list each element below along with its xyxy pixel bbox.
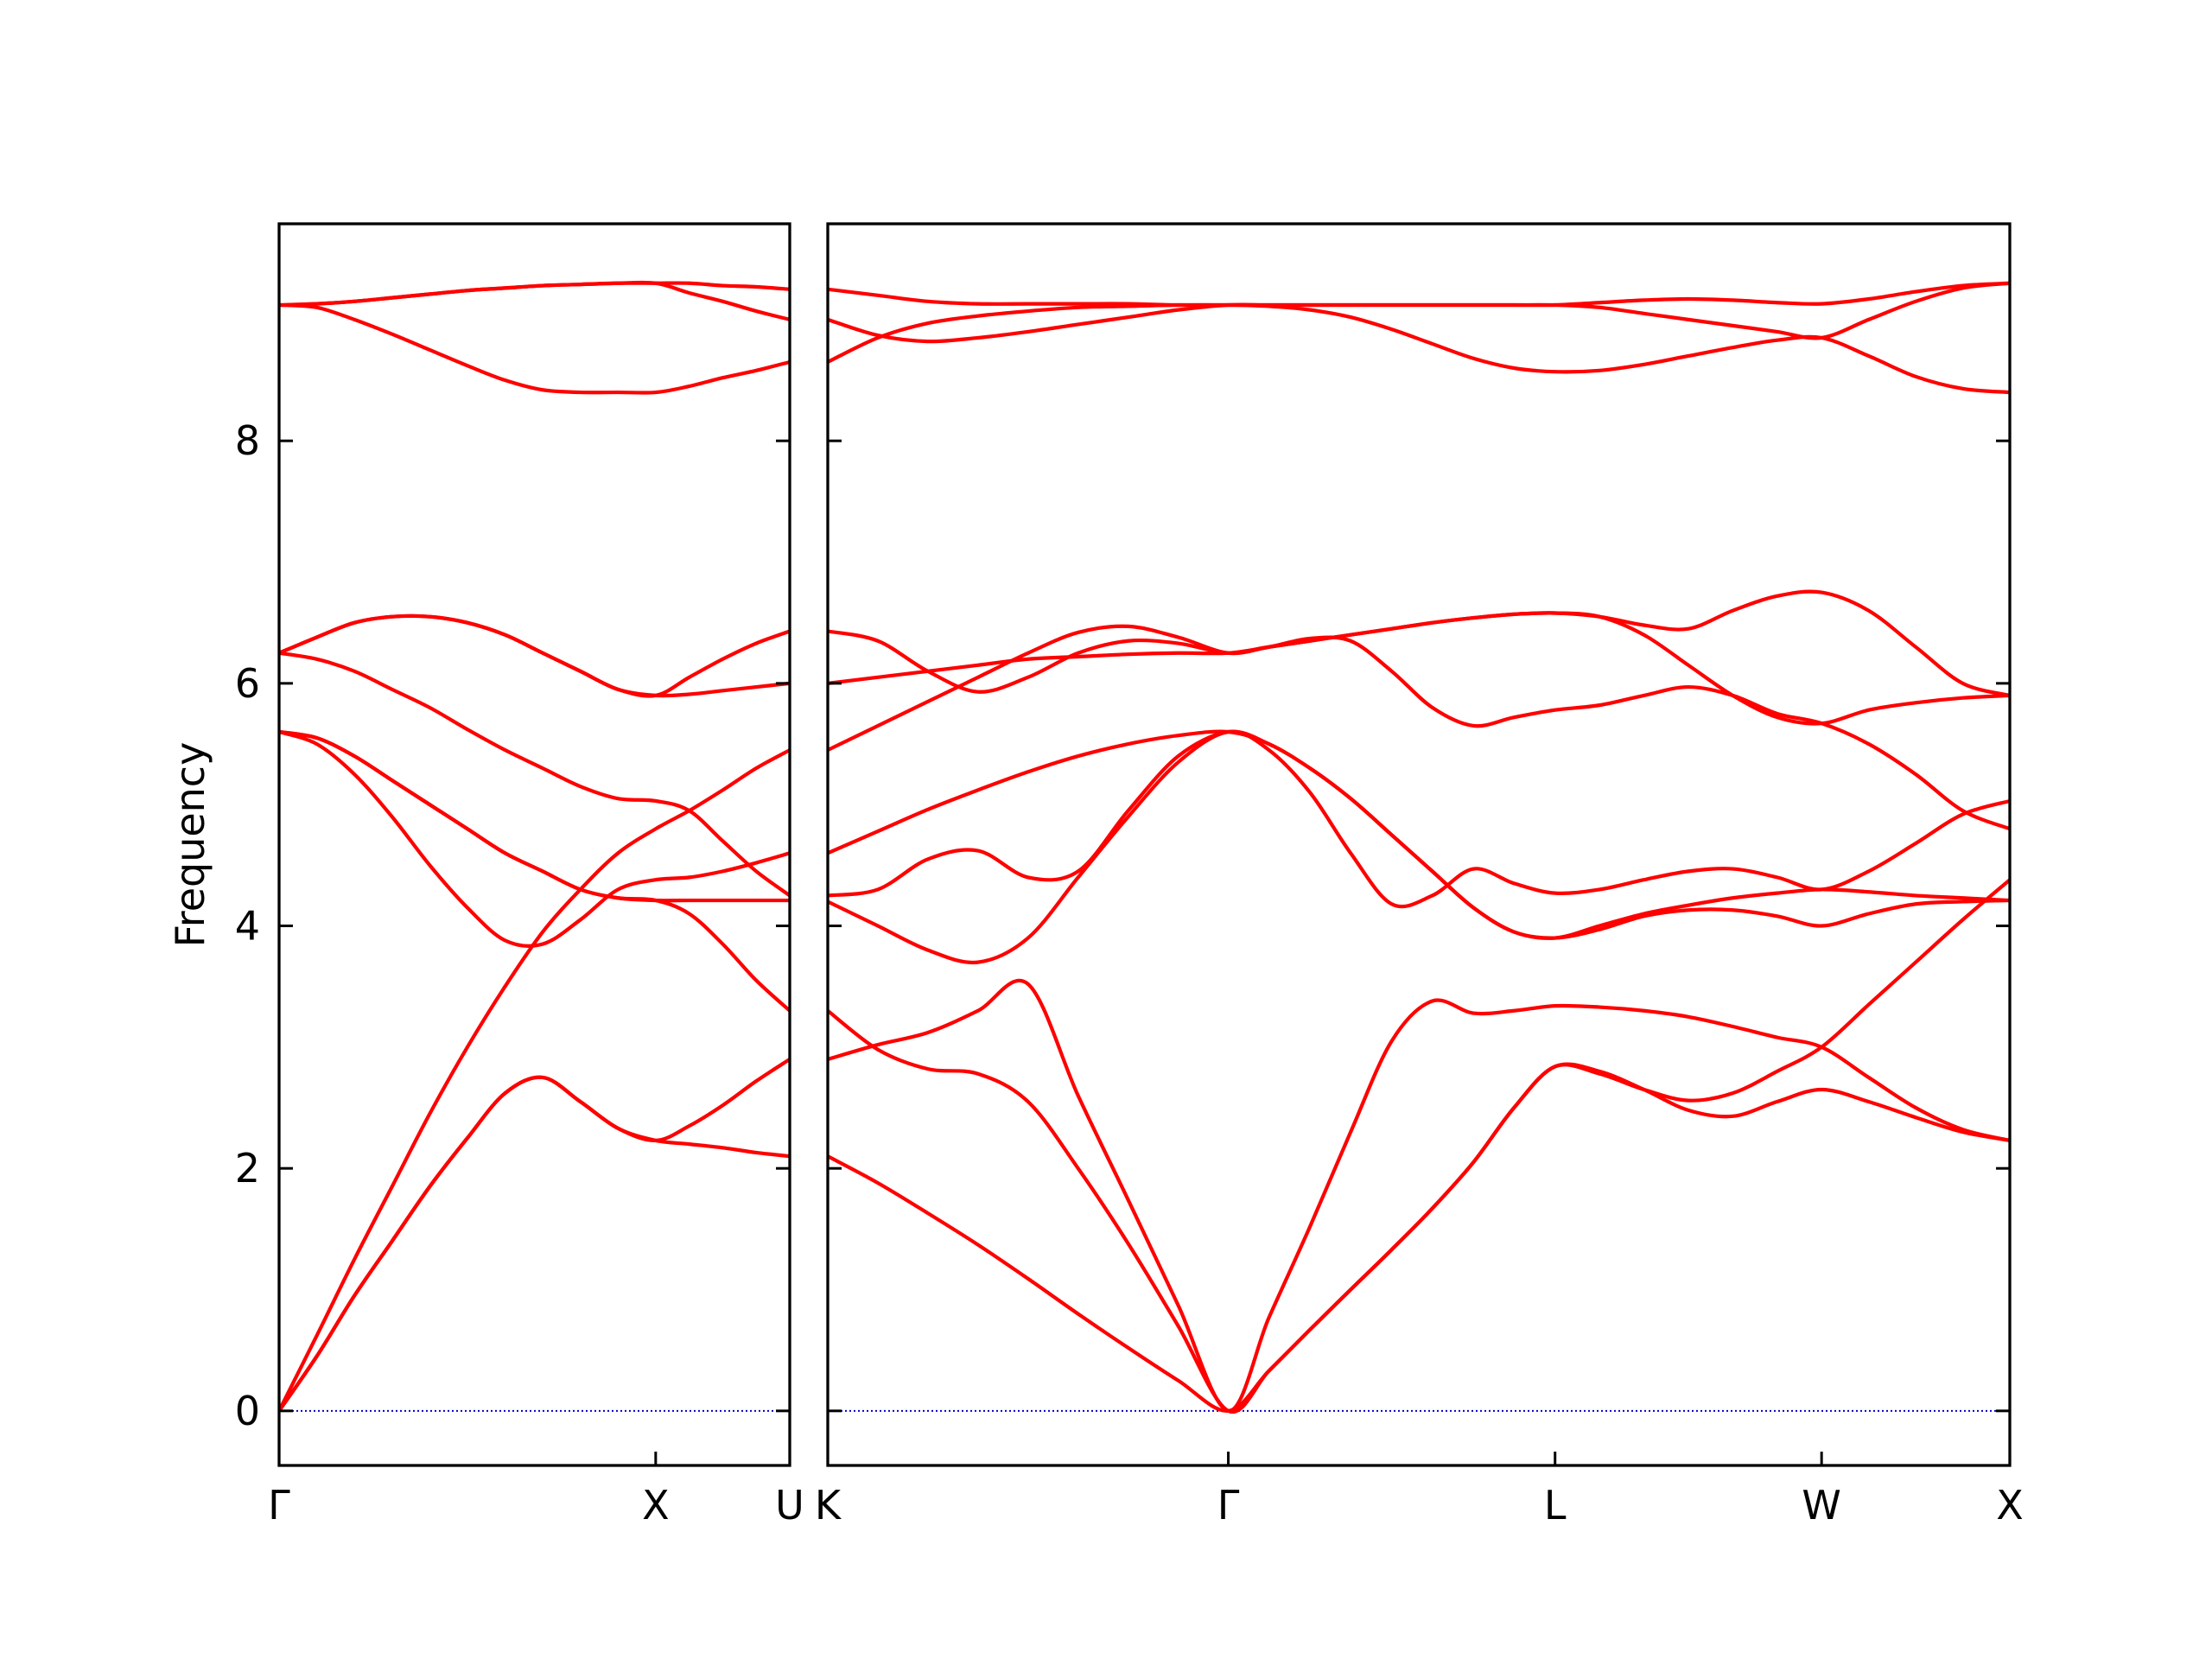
band-line [828, 729, 2010, 940]
band-line [279, 729, 790, 903]
x-tick-label: Γ [268, 1482, 290, 1529]
band-line [828, 729, 2010, 965]
band-line [828, 729, 2010, 940]
band-line [828, 611, 2010, 752]
axes-frame [826, 222, 2012, 1467]
band-line [828, 1062, 2010, 1413]
band-line [828, 589, 2010, 697]
band-line [279, 613, 790, 698]
y-tick-label: 0 [235, 1388, 260, 1434]
x-tick-label: X [642, 1482, 670, 1529]
band-line [279, 302, 790, 395]
band-line [279, 729, 790, 948]
band-line [279, 1075, 790, 1413]
x-tick-label: K [815, 1482, 842, 1529]
y-axis-label: Frequency [167, 742, 213, 948]
band-line [279, 748, 790, 1412]
y-tick-label: 8 [235, 417, 260, 464]
band-line [279, 613, 790, 698]
band-line [828, 302, 2010, 395]
x-tick-label: Γ [1217, 1482, 1240, 1529]
band-line [828, 978, 2010, 1413]
panel: 0 2 4 6 8 Γ X U Frequency [167, 222, 804, 1529]
x-tick-label: L [1544, 1482, 1567, 1529]
x-tick-label: U [775, 1482, 804, 1529]
y-tick-label: 4 [235, 903, 260, 950]
band-line [279, 1058, 790, 1413]
band-line [279, 651, 790, 898]
band-line [828, 629, 2010, 831]
x-tick-label: X [1996, 1482, 2024, 1529]
x-tick-label: W [1802, 1482, 1840, 1529]
y-tick-label: 2 [235, 1145, 260, 1192]
axes-frame [277, 222, 791, 1467]
band-line [828, 281, 2010, 308]
band-line [279, 281, 790, 308]
band-line [828, 878, 2010, 1414]
y-tick-label: 6 [235, 660, 260, 707]
